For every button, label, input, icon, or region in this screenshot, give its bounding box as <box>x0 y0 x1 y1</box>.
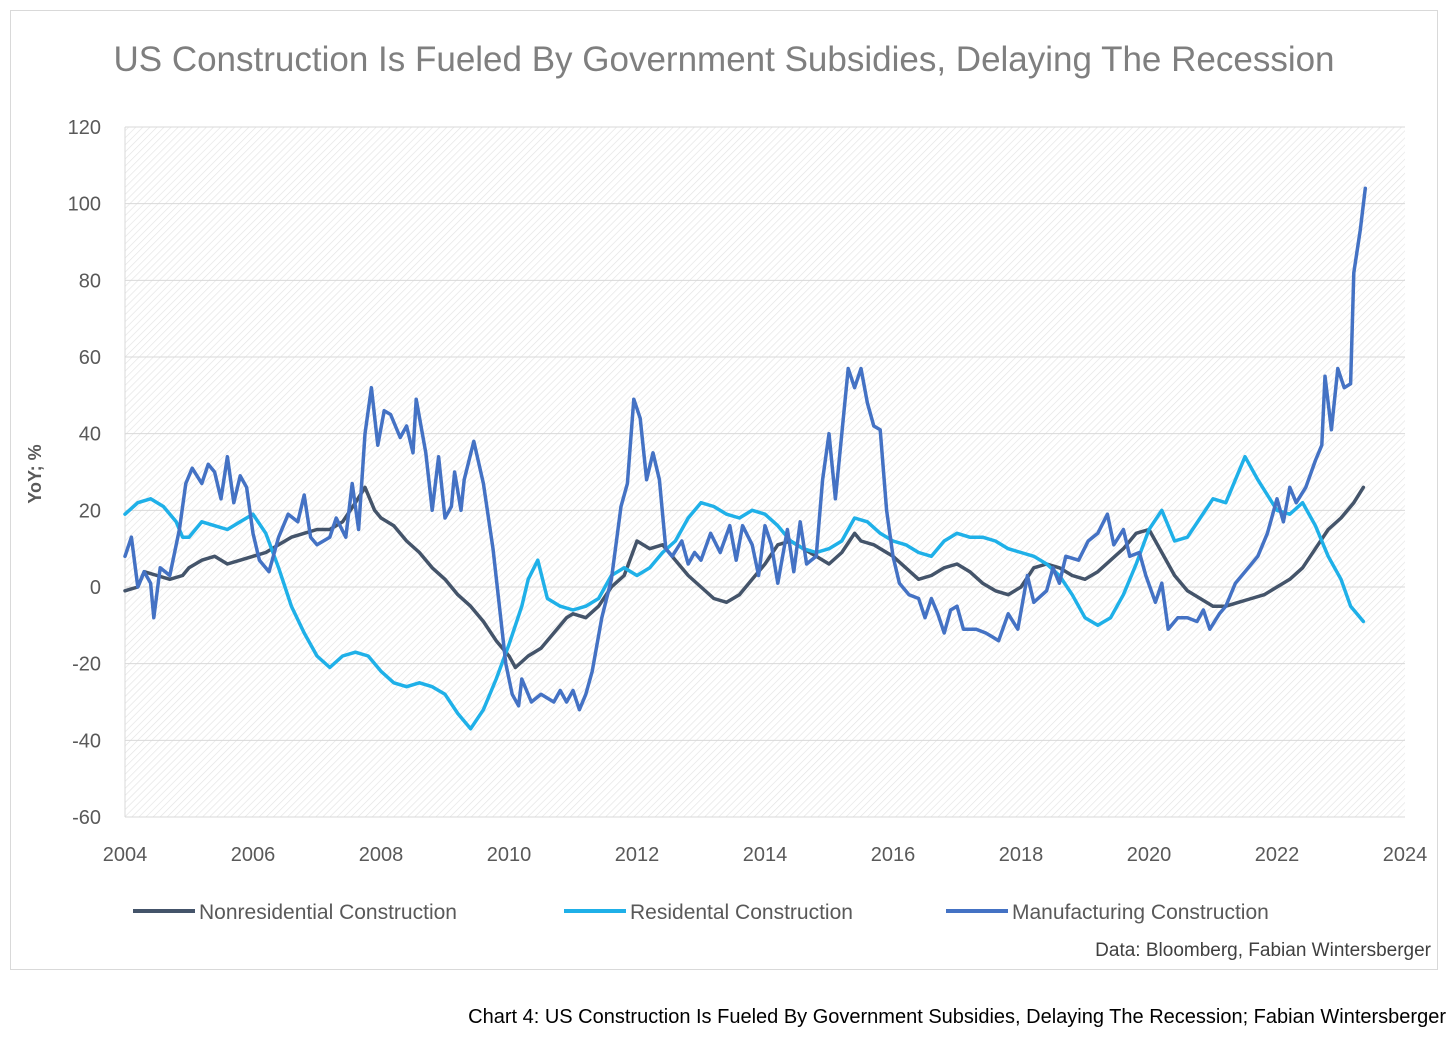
legend-label-0: Nonresidential Construction <box>199 901 457 924</box>
y-tick-label: 100 <box>68 194 101 216</box>
legend-label-1: Residental Construction <box>630 901 853 924</box>
y-tick-label: 40 <box>79 424 101 446</box>
source-note: Data: Bloomberg, Fabian Wintersberger <box>1095 940 1431 961</box>
chart-frame: US Construction Is Fueled By Government … <box>10 10 1438 970</box>
y-tick-label: 0 <box>90 577 101 599</box>
figure-caption: Chart 4: US Construction Is Fueled By Go… <box>468 1006 1446 1028</box>
x-tick-label: 2014 <box>743 844 788 866</box>
y-axis-label: YoY; % <box>25 444 45 503</box>
x-axis-ticks: 2004 2006 2008 2010 2012 2014 2016 2018 2020 2022… <box>103 844 1428 866</box>
x-tick-label: 2012 <box>615 844 660 866</box>
series-line-0 <box>123 485 1366 670</box>
x-tick-label: 2004 <box>103 844 148 866</box>
x-tick-label: 2010 <box>487 844 532 866</box>
series-line-2 <box>123 186 1368 712</box>
chart-svg: US Construction Is Fueled By Government … <box>25 40 1432 961</box>
gridlines <box>124 126 1405 818</box>
x-tick-label: 2016 <box>871 844 916 866</box>
x-tick-label: 2022 <box>1255 844 1300 866</box>
y-axis-ticks: -60 -40 -20 0 20 40 60 80 100 120 <box>68 117 101 829</box>
x-tick-label: 2024 <box>1383 844 1428 866</box>
legend-label-2: Manufacturing Construction <box>1012 901 1269 924</box>
x-tick-label: 2006 <box>231 844 276 866</box>
x-tick-label: 2018 <box>999 844 1044 866</box>
y-tick-label: -20 <box>72 654 101 676</box>
chart-title: US Construction Is Fueled By Government … <box>113 40 1334 79</box>
plot-area <box>125 127 1405 817</box>
y-tick-label: -40 <box>72 730 101 752</box>
y-tick-label: 120 <box>68 117 101 139</box>
legend: Nonresidential Construction Residental Co… <box>133 901 1269 924</box>
y-tick-label: 60 <box>79 347 101 369</box>
y-tick-label: -60 <box>72 807 101 829</box>
series-lines <box>123 186 1368 731</box>
x-tick-label: 2020 <box>1127 844 1172 866</box>
series-line-1 <box>123 454 1366 731</box>
y-tick-label: 80 <box>79 270 101 292</box>
x-tick-label: 2008 <box>359 844 404 866</box>
y-tick-label: 20 <box>79 500 101 522</box>
